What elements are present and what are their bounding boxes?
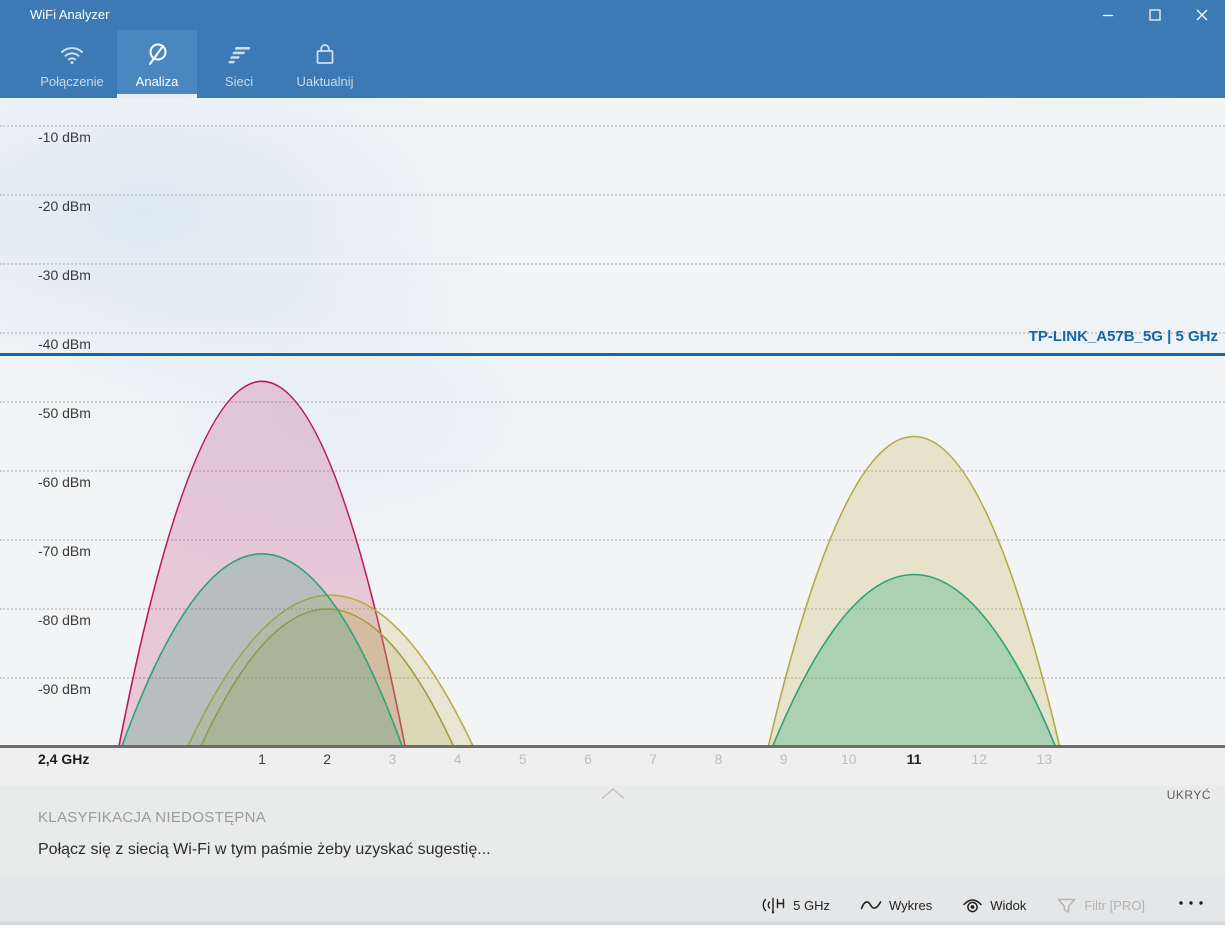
band-icon xyxy=(759,895,786,915)
channel-tick-7: 7 xyxy=(649,751,657,767)
view-button[interactable]: Widok xyxy=(962,897,1026,914)
more-options-button[interactable] xyxy=(1175,899,1209,911)
chart-type-button[interactable]: Wykres xyxy=(860,897,932,913)
classification-title: KLASYFIKACJA NIEDOSTĘPNA xyxy=(38,809,266,826)
minimize-icon xyxy=(1102,9,1114,21)
classification-message: Połącz się z siecią Wi-Fi w tym paśmie ż… xyxy=(38,841,491,859)
maximize-button[interactable] xyxy=(1131,0,1178,30)
chevron-up-icon xyxy=(600,787,626,800)
expand-panel-button[interactable] xyxy=(600,787,626,805)
channel-tick-9: 9 xyxy=(780,751,788,767)
tab-label: Analiza xyxy=(136,74,179,89)
signal-curves xyxy=(0,98,1225,748)
main-tab-bar: Połączenie Analiza xyxy=(0,30,1225,98)
filter-icon xyxy=(1056,897,1077,914)
toolbar-label: Wykres xyxy=(889,898,932,913)
tab-uaktualnij[interactable]: Uaktualnij xyxy=(281,30,369,98)
toolbar-label: 5 GHz xyxy=(793,898,830,913)
channel-tick-12: 12 xyxy=(971,751,987,767)
channel-tick-1: 1 xyxy=(258,751,266,767)
connected-network-line xyxy=(0,353,1225,356)
wifi-icon xyxy=(59,41,85,69)
channel-tick-4: 4 xyxy=(454,751,462,767)
title-bar: WiFi Analyzer xyxy=(0,0,1225,30)
channel-tick-13: 13 xyxy=(1037,751,1053,767)
connected-network-label: TP-LINK_A57B_5G | 5 GHz xyxy=(1029,328,1218,345)
channel-tick-11: 11 xyxy=(907,751,922,767)
suggestion-panel: UKRYĆ KLASYFIKACJA NIEDOSTĘPNA Połącz si… xyxy=(0,785,1225,877)
channel-tick-6: 6 xyxy=(584,751,592,767)
channel-tick-2: 2 xyxy=(323,751,331,767)
spectrum-chart: -10 dBm-20 dBm-30 dBm-40 dBm-50 dBm-60 d… xyxy=(0,98,1225,748)
channel-tick-8: 8 xyxy=(714,751,722,767)
toolbar-label: Widok xyxy=(990,898,1026,913)
channel-tick-10: 10 xyxy=(841,751,857,767)
tab-analiza[interactable]: Analiza xyxy=(117,30,197,98)
window-controls xyxy=(1084,0,1225,30)
shopping-bag-icon xyxy=(313,41,337,69)
tab-polaczenie[interactable]: Połączenie xyxy=(32,30,112,98)
hide-button[interactable]: UKRYĆ xyxy=(1167,788,1211,802)
line-chart-icon xyxy=(860,897,882,913)
band-selector-button[interactable]: 5 GHz xyxy=(759,895,830,915)
channel-tick-5: 5 xyxy=(519,751,527,767)
channel-tick-3: 3 xyxy=(388,751,396,767)
close-icon xyxy=(1196,9,1208,21)
bottom-toolbar: 5 GHz Wykres Widok Filtr [PRO] xyxy=(0,877,1225,925)
app-title: WiFi Analyzer xyxy=(30,7,109,22)
tab-sieci[interactable]: Sieci xyxy=(202,30,276,98)
networks-list-icon xyxy=(226,41,252,69)
minimize-button[interactable] xyxy=(1084,0,1131,30)
view-eye-icon xyxy=(962,897,983,914)
magnifier-icon xyxy=(144,41,170,69)
tab-label: Sieci xyxy=(225,74,253,89)
toolbar-label: Filtr [PRO] xyxy=(1084,898,1145,913)
filter-pro-button[interactable]: Filtr [PRO] xyxy=(1056,897,1145,914)
channel-axis: 2,4 GHz 12345678910111213 xyxy=(0,748,1225,785)
band-label: 2,4 GHz xyxy=(38,751,89,767)
wifi-analyzer-window: WiFi Analyzer Połączenie xyxy=(0,0,1225,925)
tab-label: Połączenie xyxy=(40,74,104,89)
maximize-icon xyxy=(1149,9,1161,21)
more-icon xyxy=(1177,899,1205,907)
close-button[interactable] xyxy=(1178,0,1225,30)
tab-label: Uaktualnij xyxy=(296,74,353,89)
